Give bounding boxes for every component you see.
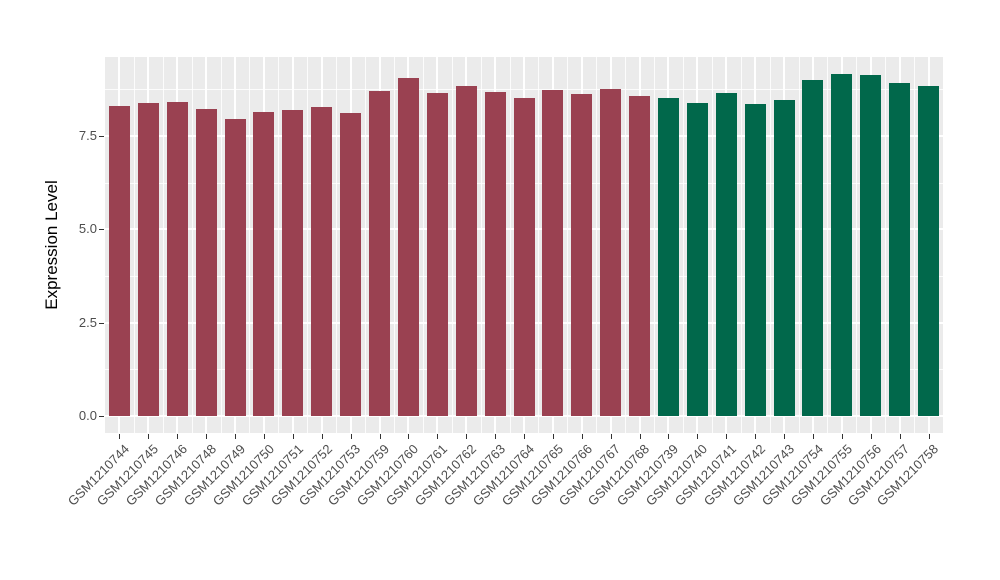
- x-tick-mark: [495, 434, 497, 439]
- x-tick-mark: [581, 434, 583, 439]
- y-tick-label-7.5: 7.5: [78, 128, 97, 144]
- x-tick-mark: [408, 434, 410, 439]
- y-tick-label-0.0: 0.0: [78, 407, 97, 423]
- bar-GSM1210740: [686, 102, 708, 416]
- x-tick-mark: [235, 434, 237, 439]
- v-gridline-minor: [133, 57, 135, 433]
- v-gridline-minor: [856, 57, 858, 433]
- bar-GSM1210755: [831, 74, 853, 416]
- bar-GSM1210750: [253, 111, 275, 416]
- bar-GSM1210749: [224, 118, 246, 416]
- x-tick-mark: [119, 434, 121, 439]
- x-tick-mark: [726, 434, 728, 439]
- bar-GSM1210745: [137, 103, 159, 416]
- v-gridline-minor: [682, 57, 684, 433]
- x-tick-mark: [870, 434, 872, 439]
- v-gridline-minor: [596, 57, 598, 433]
- y-tick-mark: [99, 229, 104, 231]
- y-tick-label-2.5: 2.5: [78, 314, 97, 330]
- x-tick-mark: [177, 434, 179, 439]
- x-tick-mark: [321, 434, 323, 439]
- bar-GSM1210766: [571, 93, 593, 416]
- bar-GSM1210758: [918, 85, 940, 416]
- x-tick-mark: [928, 434, 930, 439]
- x-tick-mark: [755, 434, 757, 439]
- v-gridline-minor: [654, 57, 656, 433]
- bar-GSM1210753: [340, 112, 362, 416]
- bar-GSM1210765: [542, 89, 564, 416]
- bar-GSM1210759: [369, 90, 391, 416]
- x-tick-mark: [784, 434, 786, 439]
- v-gridline-minor: [278, 57, 280, 433]
- v-gridline-minor: [885, 57, 887, 433]
- bar-GSM1210741: [715, 93, 737, 416]
- x-tick-mark: [437, 434, 439, 439]
- x-tick-mark: [552, 434, 554, 439]
- bar-GSM1210768: [629, 95, 651, 416]
- x-tick-mark: [524, 434, 525, 439]
- x-tick-mark: [466, 434, 468, 439]
- x-tick-mark: [812, 434, 814, 439]
- bar-GSM1210742: [744, 103, 766, 416]
- bar-GSM1210751: [282, 109, 304, 416]
- bar-GSM1210763: [484, 91, 506, 416]
- v-gridline-minor: [740, 57, 742, 433]
- v-gridline-minor: [307, 57, 309, 433]
- bar-GSM1210754: [802, 80, 824, 416]
- v-gridline-minor: [538, 57, 540, 433]
- bar-GSM1210760: [397, 78, 419, 416]
- y-tick-mark: [99, 322, 104, 324]
- bar-GSM1210767: [600, 89, 622, 416]
- y-tick-label-5.0: 5.0: [78, 221, 97, 237]
- v-gridline-minor: [365, 57, 367, 433]
- bar-GSM1210756: [860, 75, 882, 416]
- v-gridline-minor: [914, 57, 916, 433]
- v-gridline-minor: [220, 57, 222, 433]
- bar-GSM1210764: [513, 98, 535, 416]
- x-tick-mark: [148, 434, 150, 439]
- x-tick-mark: [899, 434, 901, 439]
- x-tick-mark: [610, 434, 612, 439]
- x-tick-mark: [292, 434, 294, 439]
- v-gridline-minor: [191, 57, 193, 433]
- x-tick-mark: [841, 434, 843, 439]
- v-gridline-minor: [827, 57, 829, 433]
- bar-GSM1210757: [889, 82, 911, 416]
- y-tick-mark: [99, 136, 104, 138]
- bar-GSM1210746: [166, 102, 188, 416]
- bar-GSM1210744: [108, 106, 130, 416]
- x-tick-mark: [206, 434, 208, 439]
- v-gridline-minor: [711, 57, 713, 433]
- v-gridline-minor: [249, 57, 251, 433]
- v-gridline-minor: [567, 57, 569, 433]
- v-gridline-minor: [769, 57, 771, 433]
- x-tick-mark: [350, 434, 352, 439]
- bar-GSM1210748: [195, 108, 217, 416]
- v-gridline-minor: [509, 57, 511, 433]
- plot-panel: [105, 57, 943, 433]
- bar-GSM1210762: [455, 85, 477, 416]
- x-tick-mark: [639, 434, 641, 439]
- v-gridline-minor: [798, 57, 800, 433]
- v-gridline-minor: [625, 57, 627, 433]
- y-tick-mark: [99, 415, 104, 417]
- x-tick-mark: [668, 434, 670, 439]
- v-gridline-minor: [451, 57, 453, 433]
- v-gridline-minor: [162, 57, 164, 433]
- y-axis-title: Expression Level: [42, 180, 61, 310]
- bar-GSM1210739: [657, 98, 679, 416]
- v-gridline-minor: [393, 57, 395, 433]
- bar-GSM1210752: [311, 106, 333, 416]
- bar-GSM1210743: [773, 99, 795, 416]
- x-tick-mark: [379, 434, 381, 439]
- x-tick-mark: [263, 434, 265, 439]
- v-gridline-minor: [336, 57, 338, 433]
- bar-GSM1210761: [426, 93, 448, 416]
- x-tick-mark: [697, 434, 699, 439]
- v-gridline-minor: [480, 57, 482, 433]
- v-gridline-minor: [422, 57, 424, 433]
